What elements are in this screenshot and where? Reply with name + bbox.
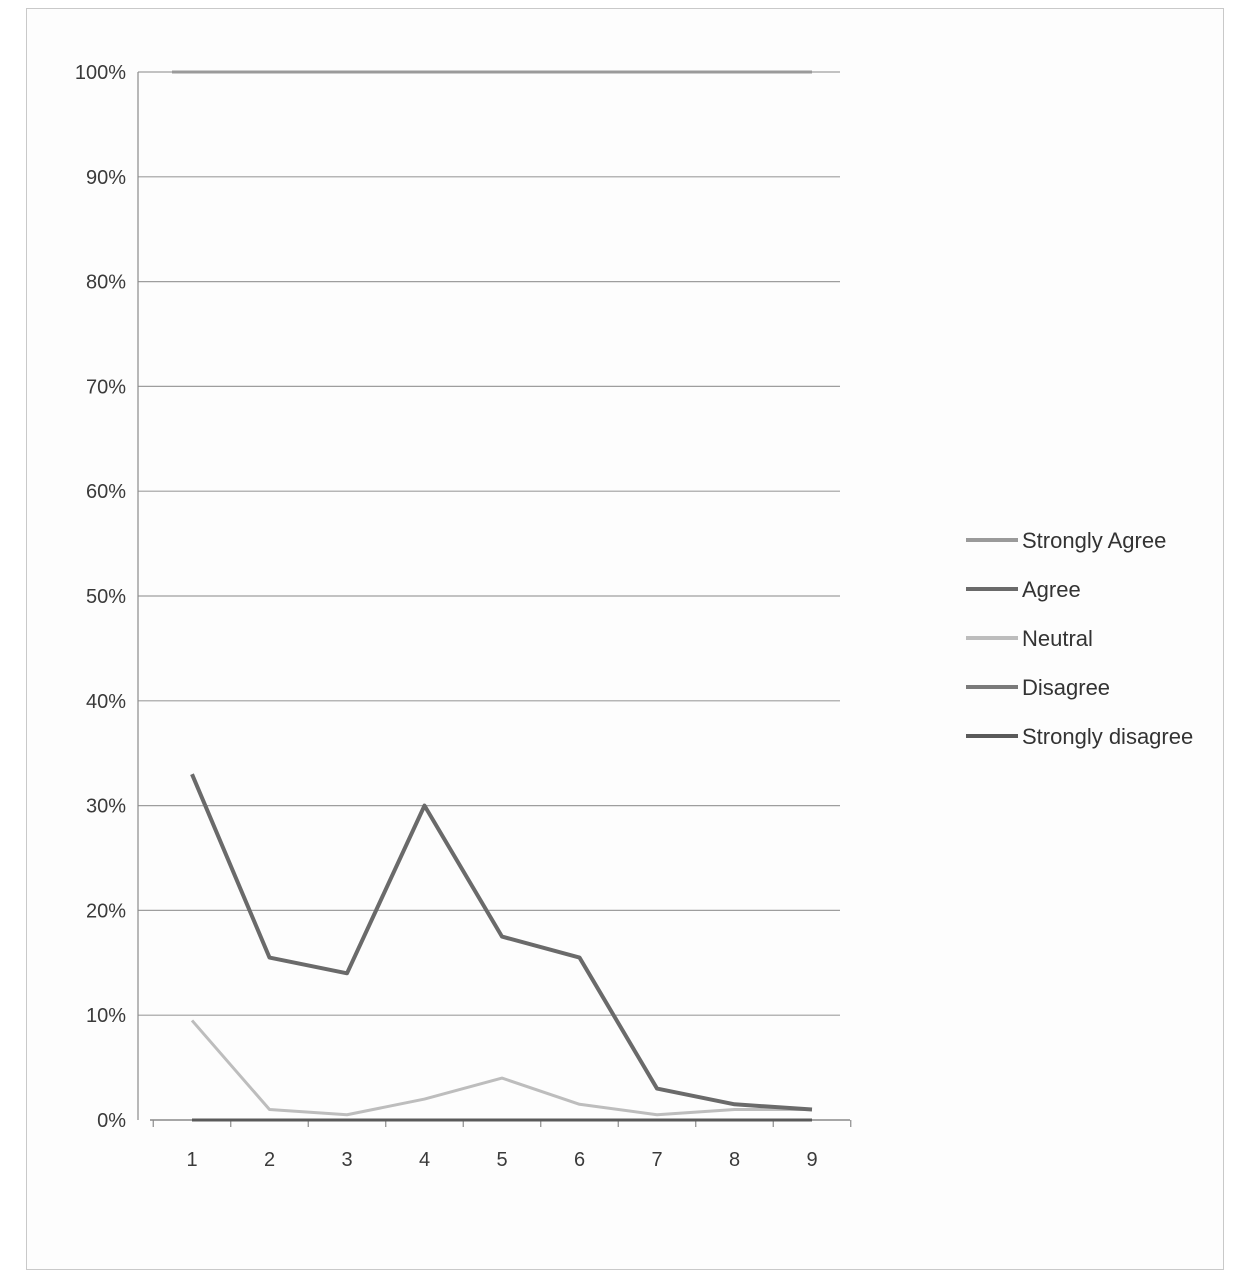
x-tick-label: 6: [574, 1149, 585, 1171]
x-axis-tick-labels: 1 2 3 4 5 6 7 8 9: [186, 1149, 817, 1171]
y-tick-label: 30%: [86, 796, 126, 818]
legend-label: Agree: [1022, 577, 1081, 602]
gridlines: [138, 71, 840, 1016]
legend-label: Disagree: [1022, 675, 1110, 700]
x-tick-label: 3: [341, 1149, 352, 1171]
y-tick-label: 20%: [86, 900, 126, 922]
y-tick-label: 70%: [86, 376, 126, 398]
legend-label: Neutral: [1022, 626, 1093, 651]
y-tick-label: 0%: [97, 1110, 126, 1132]
x-tick-label: 7: [651, 1149, 662, 1171]
series-line-neutral: [190, 1019, 812, 1117]
x-tick-label: 5: [496, 1149, 507, 1171]
y-tick-label: 100%: [75, 62, 126, 84]
y-tick-label: 10%: [86, 1005, 126, 1027]
axes: [137, 72, 852, 1127]
x-tick-label: 4: [419, 1149, 430, 1171]
y-tick-label: 80%: [86, 272, 126, 294]
legend-item-disagree: Disagree: [966, 675, 1110, 700]
series-line-agree: [190, 773, 813, 1112]
legend-item-neutral: Neutral: [966, 626, 1093, 651]
legend-item-strongly-agree: Strongly Agree: [966, 528, 1166, 553]
x-tick-label: 8: [729, 1149, 740, 1171]
y-tick-label: 40%: [86, 691, 126, 713]
x-tick-label: 2: [264, 1149, 275, 1171]
y-axis-tick-labels: 0% 10% 20% 30% 40% 50% 60% 70% 80% 90% 100%: [75, 62, 126, 1132]
legend: Strongly Agree Agree Neutral Disagree Strong…: [966, 528, 1193, 749]
legend-item-agree: Agree: [966, 577, 1081, 602]
y-tick-label: 60%: [86, 481, 126, 503]
y-tick-label: 90%: [86, 167, 126, 189]
legend-label: Strongly disagree: [1022, 724, 1193, 749]
y-tick-label: 50%: [86, 586, 126, 608]
legend-label: Strongly Agree: [1022, 528, 1166, 553]
x-tick-label: 1: [186, 1149, 197, 1171]
legend-item-strongly-disagree: Strongly disagree: [966, 724, 1193, 749]
x-tick-label: 9: [806, 1149, 817, 1171]
series-lines: [172, 70, 813, 1122]
